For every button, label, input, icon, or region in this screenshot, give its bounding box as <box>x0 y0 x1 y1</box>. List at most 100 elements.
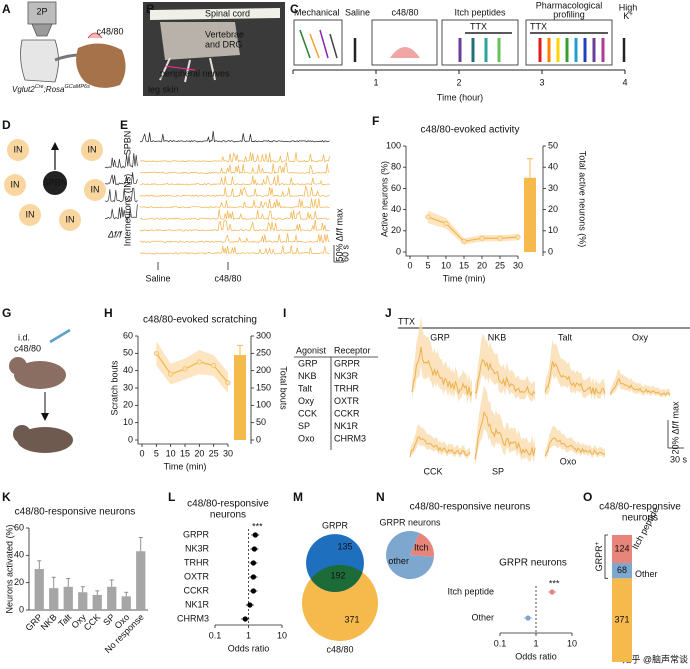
y-tick-label: 60 <box>14 522 24 532</box>
x-tick-label: 10 <box>441 260 451 270</box>
y-tick-label: 20 <box>14 577 24 587</box>
charge: + <box>629 12 633 18</box>
point <box>168 371 174 377</box>
trace <box>104 187 138 203</box>
stimulus-label: c48/80 <box>214 273 241 283</box>
value-label: 68 <box>617 565 627 575</box>
x-axis-label: Time (min) <box>443 273 486 283</box>
objective-tip <box>31 23 53 37</box>
x-tick-label: 20 <box>477 260 487 270</box>
stage-label: c48/80 <box>391 7 418 17</box>
bracket-part: + <box>595 541 601 545</box>
nerves-mark <box>164 65 196 71</box>
mouse <box>17 427 73 453</box>
y-tick-label: OXTR <box>184 571 210 581</box>
x-tick-label: 4 <box>622 77 627 87</box>
node-label: IN <box>88 144 97 154</box>
x-tick-label: 25 <box>209 448 219 458</box>
panel-letter: O <box>583 490 592 504</box>
ion: K <box>623 11 629 21</box>
x-tick-label: 0 <box>407 260 412 270</box>
y-tick-label: Other <box>471 612 494 622</box>
y2-tick-label: 100 <box>256 400 271 410</box>
point <box>497 235 503 241</box>
trace <box>139 152 330 163</box>
x-tick-label: 5 <box>154 448 159 458</box>
slice-label: other <box>388 556 409 566</box>
y2-tick-label: 10 <box>548 225 558 235</box>
scale-label: 50% Δf/f max <box>334 208 344 262</box>
chart-title: c48/80-evoked activity <box>421 125 520 136</box>
row-label: SPBN <box>122 131 132 156</box>
trace-band <box>475 385 535 466</box>
table-cell: NK3R <box>334 371 359 381</box>
y-axis-label: Neurons activated (%) <box>4 524 14 613</box>
route-label: i.d. <box>18 332 30 342</box>
stage-label: High <box>619 2 638 12</box>
x-tick-label: 0 <box>139 448 144 458</box>
stage-label: Itch peptides <box>454 7 506 17</box>
axes <box>137 336 228 445</box>
c48-icon <box>390 47 420 58</box>
segment <box>612 535 632 563</box>
bracket <box>604 534 608 579</box>
point <box>515 234 521 240</box>
sem-band <box>156 341 228 394</box>
mechanical-icon <box>309 33 320 59</box>
genotype-part: GCaMP6s <box>64 84 90 90</box>
spbn <box>43 171 67 195</box>
y-tick-label: 50 <box>123 348 133 358</box>
photo-label: peripheral nerves <box>160 68 230 78</box>
y-tick-label: GRPR <box>183 529 210 539</box>
panel-letter: N <box>376 490 385 504</box>
y-tick-label: 40 <box>123 365 133 375</box>
table-cell: OXTR <box>334 396 360 406</box>
chart-title: neurons <box>210 510 246 521</box>
x-axis-label: Time (hour) <box>437 92 483 102</box>
y2-tick-label: 0 <box>548 246 553 256</box>
spinal-cord <box>20 39 59 83</box>
panel-letter: K <box>2 490 11 504</box>
trace <box>139 198 330 209</box>
point <box>525 615 531 621</box>
bar <box>63 586 73 610</box>
panel-letter: L <box>168 490 175 504</box>
sem-band <box>428 210 518 245</box>
line <box>155 352 229 384</box>
trace <box>104 172 138 186</box>
stage-box <box>371 19 438 66</box>
point <box>250 560 256 566</box>
y2-tick-label: 0 <box>256 434 261 444</box>
chart-title: c48/80-responsive <box>187 499 269 510</box>
trace <box>139 209 330 221</box>
y-tick-label: 0 <box>19 604 24 614</box>
x-tick-label: 5 <box>425 260 430 270</box>
photo-label: Vertebrae <box>205 29 244 39</box>
trace-band <box>545 425 605 459</box>
peptide-label: GRP <box>430 332 450 342</box>
point <box>196 359 202 365</box>
x-tick-label: 2 <box>456 77 461 87</box>
trace-band <box>412 316 472 404</box>
y2-tick-label: 300 <box>256 330 271 340</box>
interneuron <box>4 174 26 196</box>
stage-label: Saline <box>345 7 370 17</box>
y-tick-label: 30 <box>123 382 133 392</box>
slice <box>410 532 434 558</box>
mechanical-icon <box>329 33 338 59</box>
set-label: c48/80 <box>326 644 353 654</box>
objective-label: 2P <box>36 6 47 16</box>
x-tick-label: 3 <box>539 77 544 87</box>
point <box>549 589 555 595</box>
trace <box>474 410 536 460</box>
stage-label: Mechanical <box>294 7 340 17</box>
watermark: 知乎 @脑声常谈 <box>622 653 688 664</box>
node-label: IN <box>66 214 75 224</box>
table-cell: CCK <box>298 408 317 418</box>
vertebrae <box>160 22 240 60</box>
y2-axis-label: Total active neurons (%) <box>578 151 588 248</box>
trace <box>544 361 606 395</box>
y-tick-label: 60 <box>391 183 401 193</box>
value-label: 371 <box>344 614 359 624</box>
